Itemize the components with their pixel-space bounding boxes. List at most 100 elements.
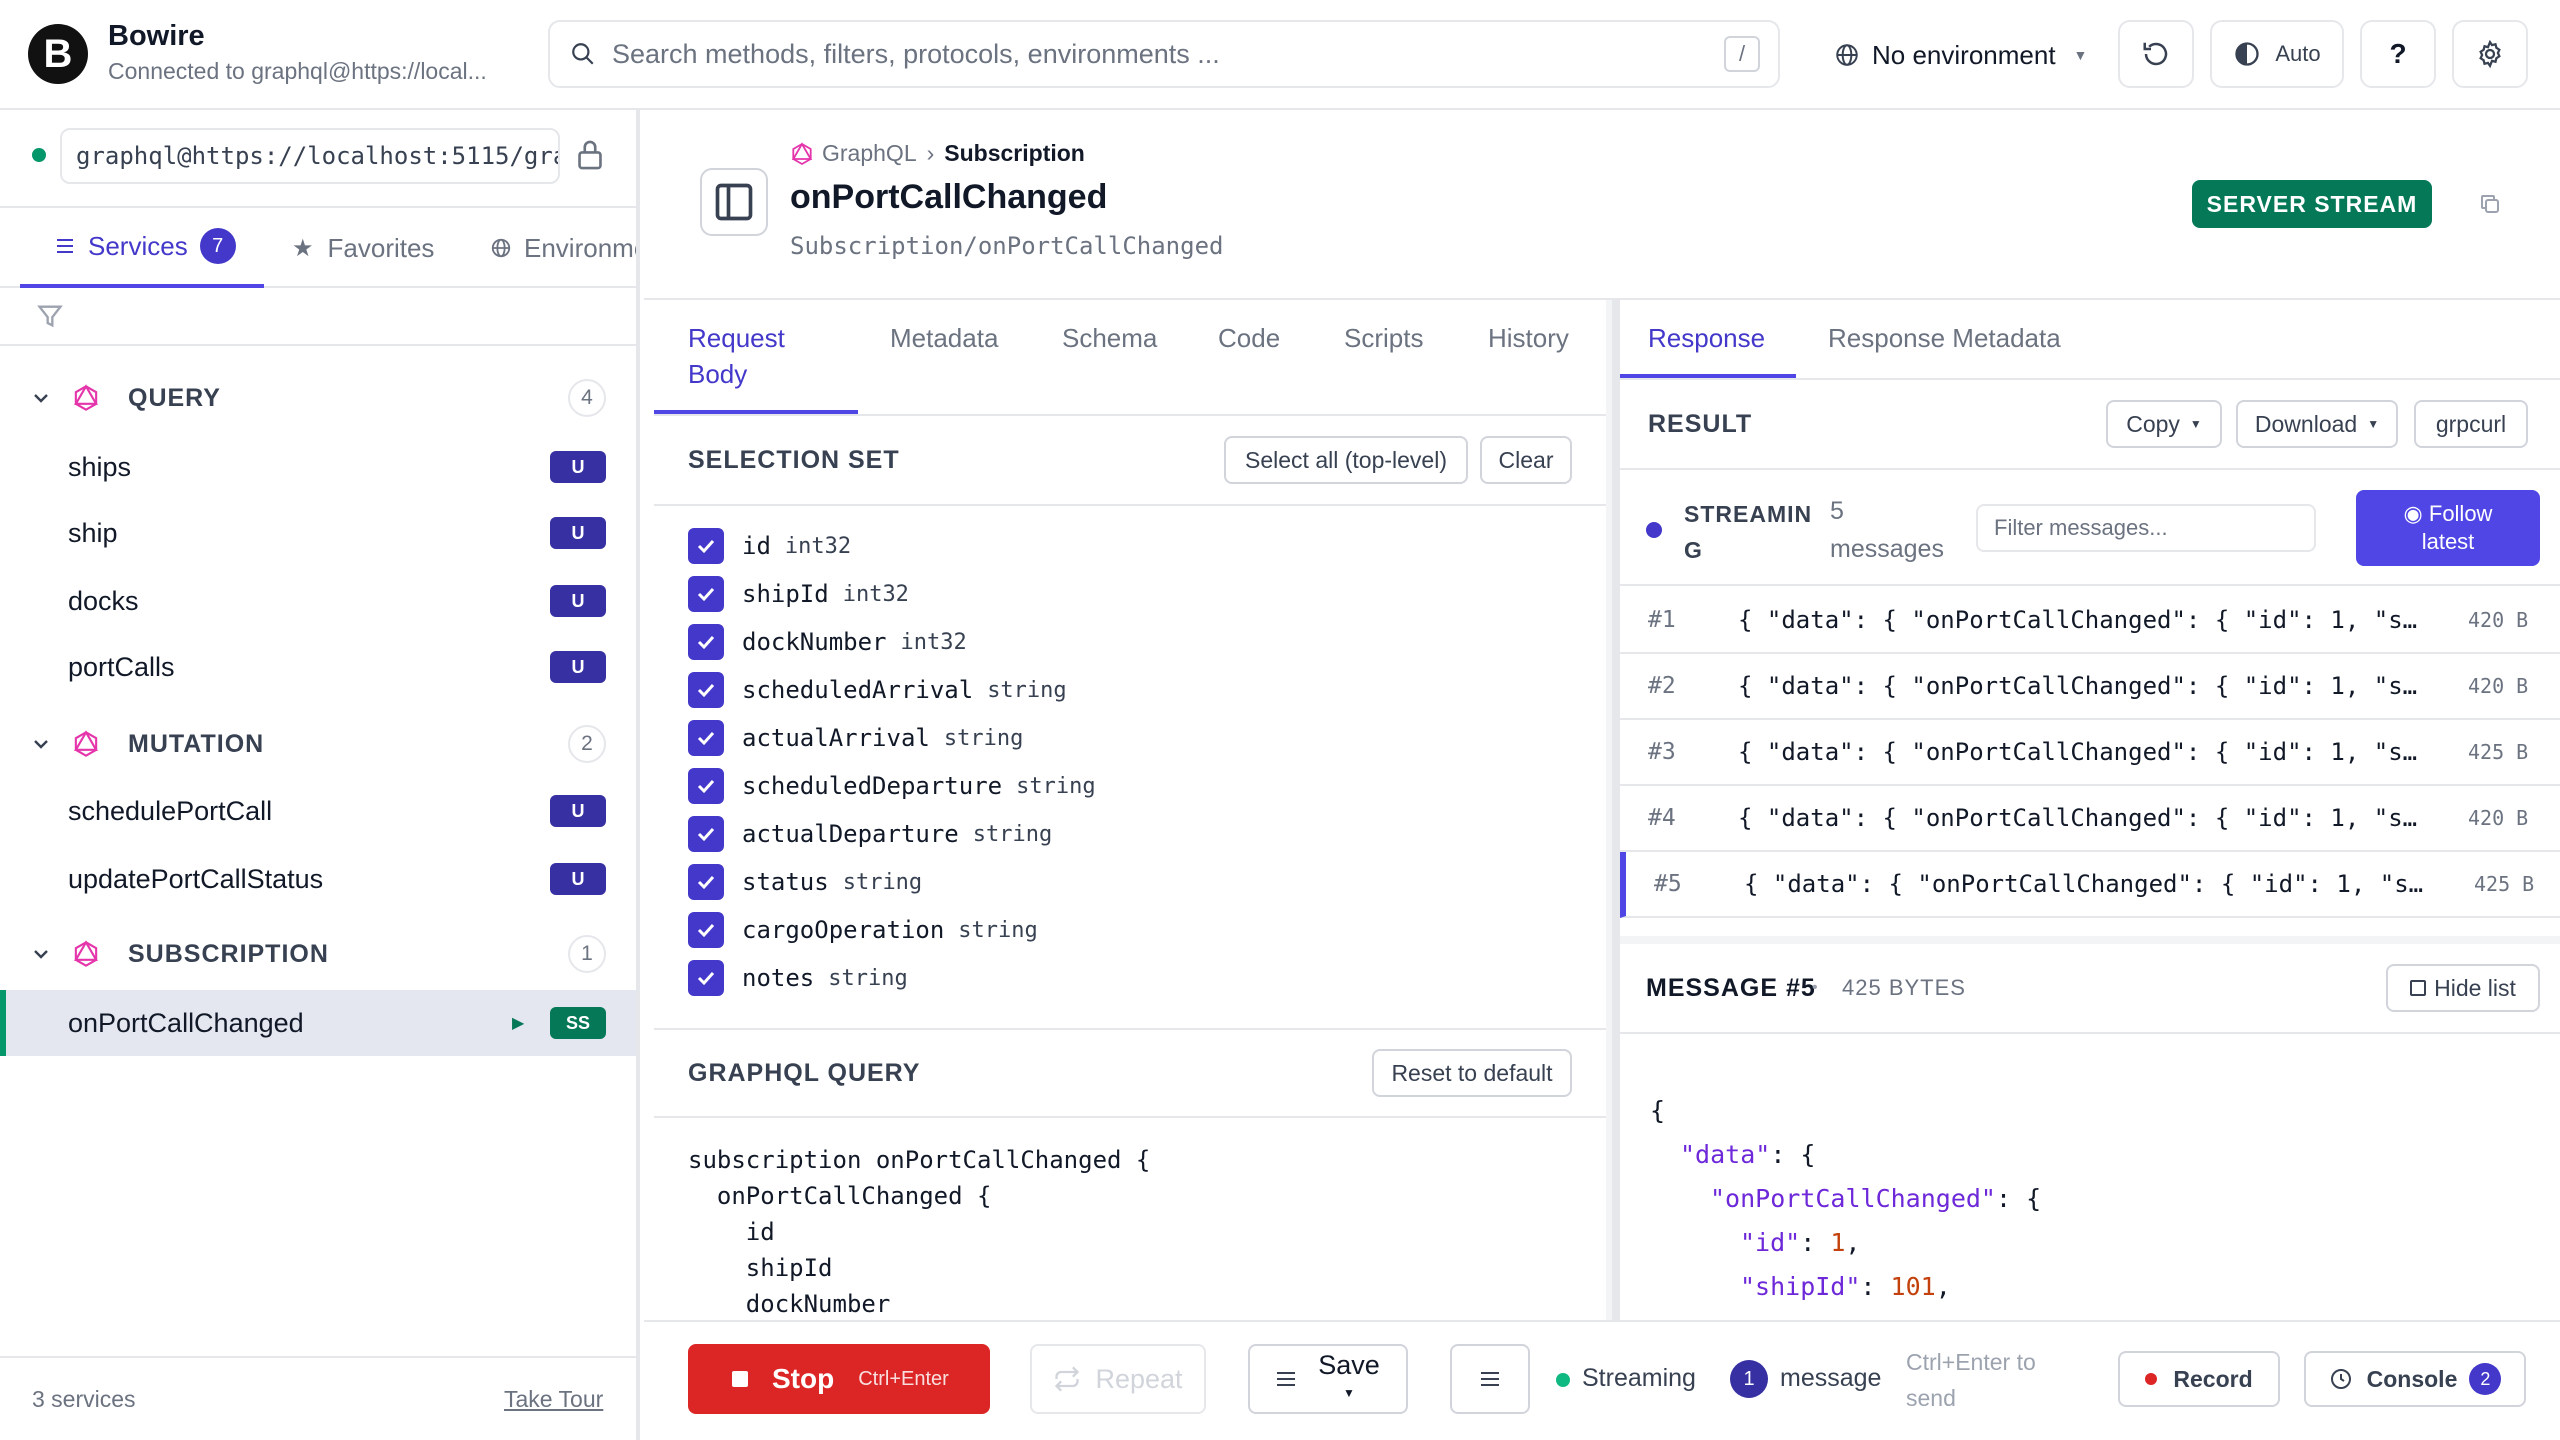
selection-field[interactable]: scheduledArrival string (688, 670, 1067, 710)
hide-list-button[interactable]: Hide list (2386, 964, 2540, 1012)
selection-field[interactable]: notes string (688, 958, 908, 998)
checkbox-checked[interactable] (688, 768, 724, 804)
method-item[interactable]: portCalls U (0, 634, 636, 700)
tab-metadata[interactable]: Metadata (890, 323, 999, 353)
more-menu-button[interactable] (1450, 1344, 1530, 1414)
filter-icon[interactable] (36, 302, 64, 330)
tab-response[interactable]: Response (1648, 323, 1766, 353)
tab-response-metadata[interactable]: Response Metadata (1828, 323, 2061, 353)
history-button[interactable] (2118, 20, 2194, 88)
selection-field[interactable]: dockNumber int32 (688, 622, 967, 662)
query-line: dockNumber (688, 1290, 891, 1318)
result-title: RESULT (1648, 409, 1753, 438)
checkbox-checked[interactable] (688, 816, 724, 852)
selection-field[interactable]: actualArrival string (688, 718, 1023, 758)
checkbox-checked[interactable] (688, 864, 724, 900)
copy-button[interactable]: Copy ▼ (2106, 400, 2222, 448)
method-item[interactable]: ship U (0, 500, 636, 566)
checkbox-checked[interactable] (688, 672, 724, 708)
clear-button[interactable]: Clear (1480, 436, 1572, 484)
repeat-button[interactable]: Repeat (1030, 1344, 1206, 1414)
reset-to-default-button[interactable]: Reset to default (1372, 1049, 1572, 1097)
follow-latest-button[interactable]: ◉ Follow latest (2356, 490, 2540, 566)
tab-environments[interactable]: Environments (490, 208, 636, 288)
console-button[interactable]: Console 2 (2304, 1351, 2526, 1407)
selection-field[interactable]: scheduledDeparture string (688, 766, 1096, 806)
selection-field[interactable]: id int32 (688, 526, 851, 566)
separator-dot: • (1812, 979, 1818, 996)
grpcurl-button[interactable]: grpcurl (2414, 400, 2528, 448)
message-row[interactable]: #1 { "data": { "onPortCallChanged": { "id… (1620, 588, 2560, 654)
tab-history[interactable]: History (1488, 323, 1569, 353)
message-preview: { "data": { "onPortCallChanged": { "id":… (1738, 804, 2428, 832)
tab-request-body[interactable]: Request Body (688, 323, 785, 389)
connection-url-field[interactable]: graphql@https://localhost:5115/graphql (60, 128, 560, 184)
checkbox-checked[interactable] (688, 912, 724, 948)
settings-button[interactable] (2452, 20, 2528, 88)
selection-field[interactable]: shipId int32 (688, 574, 909, 614)
copy-icon[interactable] (2478, 192, 2502, 216)
field-name: scheduledArrival (742, 676, 974, 704)
services-count-badge: 7 (199, 228, 236, 264)
environment-selector[interactable]: No environment ▼ (1834, 30, 2087, 80)
chevron-down-icon (32, 945, 50, 963)
selection-field[interactable]: cargoOperation string (688, 910, 1038, 950)
field-type: int32 (784, 533, 852, 559)
message-row[interactable]: #3 { "data": { "onPortCallChanged": { "id… (1620, 720, 2560, 786)
help-button[interactable]: ? (2360, 20, 2436, 88)
message-count-badge: 1 (1730, 1360, 1768, 1398)
method-type-badge: U (550, 795, 606, 827)
stop-shortcut: Ctrl+Enter (858, 1367, 949, 1390)
method-item[interactable]: schedulePortCall U (0, 778, 636, 844)
tab-favorites[interactable]: ★ Favorites (292, 208, 434, 288)
lock-icon[interactable] (574, 138, 606, 172)
selection-field[interactable]: status string (688, 862, 922, 902)
send-shortcut-hint: Ctrl+Enter to send (1906, 1349, 2036, 1411)
pane-divider[interactable] (1606, 300, 1612, 1320)
stop-button[interactable]: Stop Ctrl+Enter (688, 1344, 990, 1414)
field-type: string (828, 965, 908, 991)
toggle-sidebar-button[interactable] (700, 168, 768, 236)
method-type-badge: U (550, 651, 606, 683)
message-row[interactable]: #4 { "data": { "onPortCallChanged": { "id… (1620, 786, 2560, 852)
group-name: QUERY (128, 383, 221, 412)
group-subscription[interactable]: SUBSCRIPTION 1 (0, 924, 636, 984)
breadcrumb-protocol[interactable]: GraphQL (822, 140, 917, 166)
select-all-button[interactable]: Select all (top-level) (1224, 436, 1468, 484)
filter-messages-input[interactable]: Filter messages... (1976, 504, 2316, 552)
selection-field[interactable]: actualDeparture string (688, 814, 1052, 854)
method-item-selected[interactable]: onPortCallChanged ▶ SS (0, 990, 636, 1056)
global-search[interactable]: Search methods, filters, protocols, envi… (548, 20, 1780, 88)
connection-subtitle: Connected to graphql@https://local... (108, 58, 487, 84)
tab-scripts[interactable]: Scripts (1344, 323, 1424, 353)
record-button[interactable]: Record (2118, 1351, 2280, 1407)
group-query[interactable]: QUERY 4 (0, 368, 636, 428)
method-item[interactable]: updatePortCallStatus U (0, 846, 636, 912)
method-item[interactable]: ships U (0, 434, 636, 500)
method-name: schedulePortCall (68, 795, 273, 826)
message-size: 425 B (2474, 872, 2535, 896)
play-icon[interactable]: ▶ (512, 1015, 525, 1032)
tab-code[interactable]: Code (1218, 323, 1281, 353)
tab-schema[interactable]: Schema (1062, 323, 1158, 353)
message-row[interactable]: #2 { "data": { "onPortCallChanged": { "id… (1620, 654, 2560, 720)
checkbox-checked[interactable] (688, 720, 724, 756)
checkbox-checked[interactable] (688, 960, 724, 996)
bowire-logo: B (28, 24, 88, 84)
tab-services[interactable]: Services 7 (20, 208, 264, 288)
theme-toggle-button[interactable]: Auto (2210, 20, 2344, 88)
checkbox-checked[interactable] (688, 624, 724, 660)
checkbox-checked[interactable] (688, 576, 724, 612)
streaming-dot (1646, 522, 1662, 538)
message-row[interactable]: #5 { "data": { "onPortCallChanged": { "id… (1620, 852, 2560, 918)
checkbox-checked[interactable] (688, 528, 724, 564)
take-tour-link[interactable]: Take Tour (504, 1386, 604, 1412)
search-input[interactable]: Search methods, filters, protocols, envi… (612, 38, 1220, 69)
group-mutation[interactable]: MUTATION 2 (0, 714, 636, 774)
method-item[interactable]: docks U (0, 568, 636, 634)
list-icon (56, 237, 74, 255)
method-path: Subscription/onPortCallChanged (790, 232, 1224, 260)
download-button[interactable]: Download ▼ (2236, 400, 2398, 448)
list-splitter[interactable] (1620, 936, 2560, 944)
save-button[interactable]: Save ▼ (1248, 1344, 1408, 1414)
